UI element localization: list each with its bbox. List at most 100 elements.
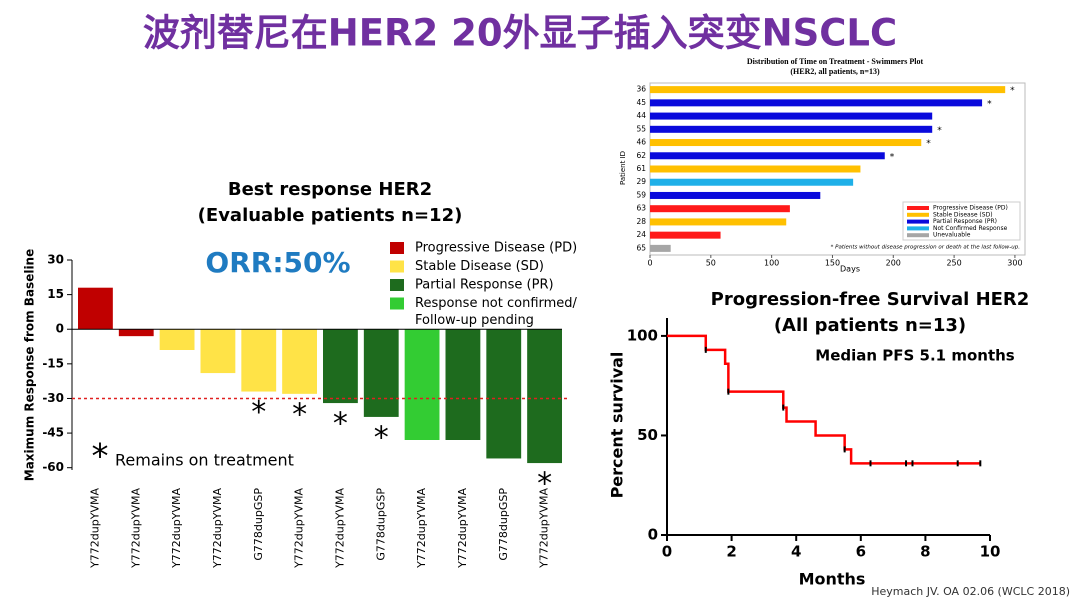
y-tick-label: -15 (42, 356, 64, 370)
y-tick-label: 0 (56, 322, 64, 336)
y-tick-label: 15 (47, 287, 64, 301)
y-tick-label: 62 (636, 151, 646, 160)
legend-swatch (390, 260, 404, 273)
x-tick-label: Y772dupYVMA (333, 488, 346, 569)
y-tick-label: -60 (42, 460, 64, 474)
y-tick-label: 63 (636, 204, 646, 213)
annotation-marker: * (92, 437, 109, 477)
x-tick-label: 150 (825, 259, 840, 268)
survival-line (667, 334, 981, 465)
on-treatment-marker: * (987, 99, 992, 109)
y-tick-label: 29 (636, 177, 646, 186)
x-tick-label: G778dupGSP (252, 488, 265, 561)
x-tick-label: 10 (980, 543, 1001, 561)
x-tick-label: Y772dupYVMA (415, 488, 428, 569)
orr: ORR:50% (205, 246, 350, 279)
bar (650, 178, 854, 186)
legend-label: Unevaluable (933, 232, 971, 239)
bar (650, 152, 885, 160)
legend-label: Response not confirmed/ (415, 296, 578, 311)
x-tick-label: G778dupGSP (374, 488, 387, 561)
legend-label: Follow-up pending (415, 313, 534, 328)
x-tick-label: 4 (791, 543, 801, 561)
y-tick-label: 44 (636, 111, 646, 120)
bar (650, 112, 933, 120)
legend-label: Partial Response (PR) (415, 278, 554, 293)
bar (650, 244, 671, 252)
x-tick-label: Y772dupYVMA (211, 488, 224, 569)
legend-label: Stable Disease (SD) (933, 211, 993, 218)
y-tick-label: -30 (42, 391, 64, 405)
legend-swatch (390, 242, 404, 254)
bar (650, 86, 1006, 94)
on-treatment-marker: * (333, 407, 348, 442)
x-tick-label: Y772dupYVMA (538, 488, 551, 569)
chart-subtitle: (HER2, all patients, n=13) (790, 67, 880, 76)
y-tick-label: 61 (636, 164, 646, 173)
x-tick-label: 250 (946, 259, 961, 268)
y-axis-label: Maximum Response from Baseline (23, 249, 37, 481)
legend-swatch (907, 226, 929, 231)
y-tick-label: 55 (636, 124, 646, 133)
y-axis-label: Percent survival (608, 352, 627, 499)
x-tick-label: 50 (706, 259, 716, 268)
on-treatment-marker: * (292, 397, 307, 432)
on-treatment-marker: * (937, 126, 942, 136)
x-axis-label: Months (799, 570, 866, 589)
y-tick-label: -45 (42, 426, 64, 440)
on-treatment-marker: * (251, 395, 266, 430)
bar (445, 329, 481, 440)
x-tick-label: 8 (920, 543, 930, 561)
legend-swatch (390, 279, 404, 291)
annotation: Median PFS 5.1 months (815, 347, 1015, 365)
chart-title: Progression-free Survival HER2 (711, 289, 1030, 310)
x-tick-label: 100 (764, 259, 779, 268)
y-axis-label: Patient ID (619, 151, 627, 185)
slide-title: 波剂替尼在HER2 20外显子插入突变NSCLC (143, 12, 897, 55)
x-tick-label: Y772dupYVMA (293, 488, 306, 569)
legend-label: Progressive Disease (PD) (933, 205, 1008, 212)
bar (650, 125, 933, 133)
y-tick-label: 46 (636, 138, 646, 147)
y-tick-label: 59 (636, 190, 646, 199)
bar (650, 218, 787, 226)
bar (650, 139, 922, 147)
y-tick-label: 24 (636, 230, 646, 239)
bar (650, 165, 861, 173)
x-tick-label: Y772dupYVMA (170, 488, 183, 569)
annotation: Remains on treatment (115, 451, 294, 470)
bar (650, 231, 721, 239)
on-treatment-marker: * (926, 139, 931, 149)
legend-label: Partial Response (PR) (933, 218, 997, 225)
legend-swatch (907, 233, 929, 238)
x-tick-label: G778dupGSP (497, 488, 510, 561)
legend-swatch (907, 212, 929, 217)
legend-label: Progressive Disease (PD) (415, 241, 577, 256)
y-tick-label: 36 (636, 85, 646, 94)
legend-swatch (907, 219, 929, 224)
y-tick-label: 65 (636, 243, 646, 252)
chart-subtitle: (All patients n=13) (774, 315, 966, 336)
bar (282, 329, 317, 394)
x-tick-label: 0 (662, 543, 672, 561)
chart-title: Best response HER2 (228, 179, 432, 200)
chart-title: Distribution of Time on Treatment - Swim… (747, 57, 924, 66)
x-axis-label: Days (840, 265, 860, 274)
legend-swatch (390, 297, 404, 310)
x-tick-label: Y772dupYVMA (456, 488, 469, 569)
x-tick-label: 300 (1007, 259, 1022, 268)
bar (650, 191, 821, 199)
legend-label: Not Confirmed Response (933, 225, 1008, 232)
y-tick-label: 28 (636, 217, 646, 226)
legend-swatch (907, 206, 929, 210)
bar (650, 205, 790, 213)
y-tick-label: 50 (637, 426, 658, 444)
on-treatment-marker: * (374, 420, 389, 455)
y-tick-label: 45 (636, 98, 646, 107)
y-tick-label: 100 (627, 326, 658, 344)
bar (159, 329, 195, 350)
bar (486, 329, 522, 459)
x-tick-label: 6 (856, 543, 866, 561)
on-treatment-marker: * (890, 152, 895, 162)
